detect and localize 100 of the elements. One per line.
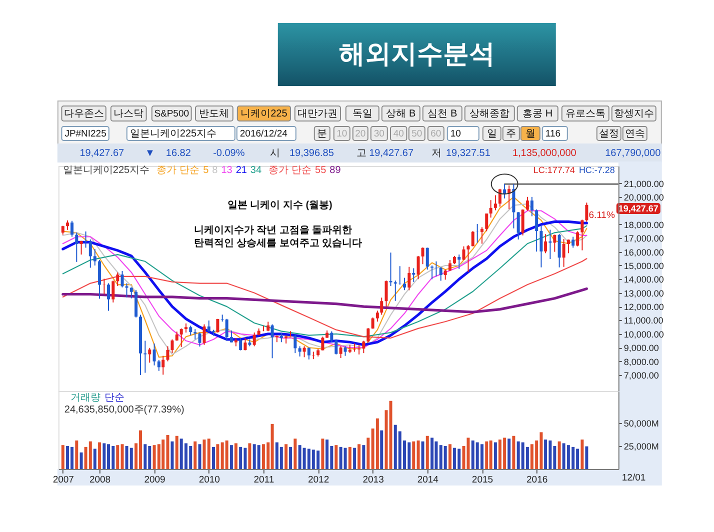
text: 19,327.51 — [446, 148, 491, 159]
x-tick-label: 2014 — [417, 474, 438, 486]
candlestick — [98, 260, 102, 300]
candlestick — [498, 188, 502, 208]
y-tick-label: 10,000.00 — [624, 329, 664, 340]
candlestick — [93, 248, 96, 266]
candlestick — [416, 255, 420, 280]
annotation: 종가 단순 — [268, 165, 312, 176]
text: 55 — [315, 165, 327, 176]
bar — [380, 430, 384, 469]
candlestick — [66, 220, 70, 230]
bar — [376, 418, 379, 469]
bar — [248, 443, 252, 469]
annotation: LC:177.74 — [533, 165, 575, 175]
bar — [66, 446, 70, 469]
candlestick — [566, 238, 570, 254]
candlestick — [458, 254, 461, 270]
candlestick — [434, 260, 438, 277]
x-tick-label: 2011 — [254, 474, 274, 486]
bar — [480, 444, 484, 469]
x-tick-label: 2007 — [52, 474, 74, 486]
candlestick — [366, 327, 370, 343]
text: 167,790,000 — [605, 148, 662, 159]
candlestick — [526, 196, 529, 212]
text: 월 — [525, 128, 536, 140]
text: 19,427.67 — [369, 148, 414, 159]
candlestick — [88, 238, 92, 268]
bar — [389, 400, 392, 469]
candlestick — [220, 314, 224, 322]
candlestick — [166, 346, 170, 362]
bar — [489, 440, 492, 469]
text: 고 — [356, 148, 367, 159]
text: 대만가권 — [298, 108, 338, 120]
x-tick-label: 2016 — [526, 474, 548, 486]
candlestick — [80, 240, 83, 256]
text: 일 — [486, 128, 497, 140]
candlestick — [252, 332, 256, 347]
text: 저 — [432, 148, 442, 159]
text: 19,396.85 — [289, 148, 334, 159]
bar — [512, 436, 516, 469]
x-tick-label: 2009 — [144, 474, 166, 486]
bar — [526, 446, 529, 469]
candlestick — [353, 343, 356, 352]
text: 19,427.67 — [80, 148, 125, 159]
candlestick — [480, 226, 484, 244]
bar — [421, 441, 424, 469]
candlestick — [466, 244, 470, 272]
candlestick — [494, 194, 497, 211]
bar — [202, 440, 206, 469]
x-tick-label: 2013 — [362, 474, 384, 486]
text: 심천 B — [428, 108, 458, 120]
bar — [170, 441, 174, 469]
candlestick — [439, 266, 442, 282]
candlestick — [262, 325, 265, 332]
bar — [448, 444, 452, 469]
bar — [321, 438, 324, 469]
candlestick — [426, 247, 429, 270]
bar — [416, 440, 420, 469]
candlestick — [376, 310, 379, 322]
bar — [239, 446, 242, 469]
candlestick — [270, 324, 274, 359]
annotation: 19,427.67 — [618, 204, 658, 214]
candlestick — [107, 282, 110, 312]
text: 니케이225 — [240, 108, 288, 120]
text: 30 — [374, 128, 384, 140]
bar — [348, 446, 352, 469]
y-tick-label: 16,000.00 — [624, 247, 664, 258]
bar — [116, 445, 120, 469]
y-tick-label: 21,000.00 — [624, 178, 664, 189]
text: 연속 — [624, 128, 645, 140]
candlestick — [421, 246, 424, 265]
candlestick — [230, 330, 233, 343]
text: 유로스톡 — [565, 108, 606, 120]
candlestick — [572, 236, 575, 248]
candlestick — [175, 331, 178, 342]
bar — [412, 441, 416, 469]
bar — [426, 436, 429, 469]
text: 상해 B — [386, 108, 416, 120]
line-series — [62, 287, 588, 314]
annotation: 종가 단순 — [156, 165, 200, 176]
bar — [75, 440, 78, 469]
candlestick — [553, 234, 556, 252]
y-tick-label: 13,000.00 — [624, 288, 664, 298]
bar — [234, 443, 238, 469]
text: 1,135,000,000 — [512, 148, 577, 159]
bar — [61, 445, 64, 469]
text: 분 — [317, 128, 328, 140]
bar — [366, 438, 370, 469]
candlestick — [358, 344, 361, 355]
candlestick — [239, 338, 242, 351]
candlestick — [162, 355, 165, 376]
candlestick — [362, 340, 366, 354]
annotation: 24,635,850,000주(77.39%) — [64, 404, 184, 416]
y-tick-label: 7,000.00 — [624, 370, 659, 380]
candlestick — [266, 321, 270, 332]
text: 89 — [330, 165, 342, 176]
bar — [80, 452, 83, 469]
x-tick-label: 2010 — [198, 474, 220, 486]
candlestick — [180, 328, 183, 348]
text: 2016/12/24 — [240, 128, 288, 140]
